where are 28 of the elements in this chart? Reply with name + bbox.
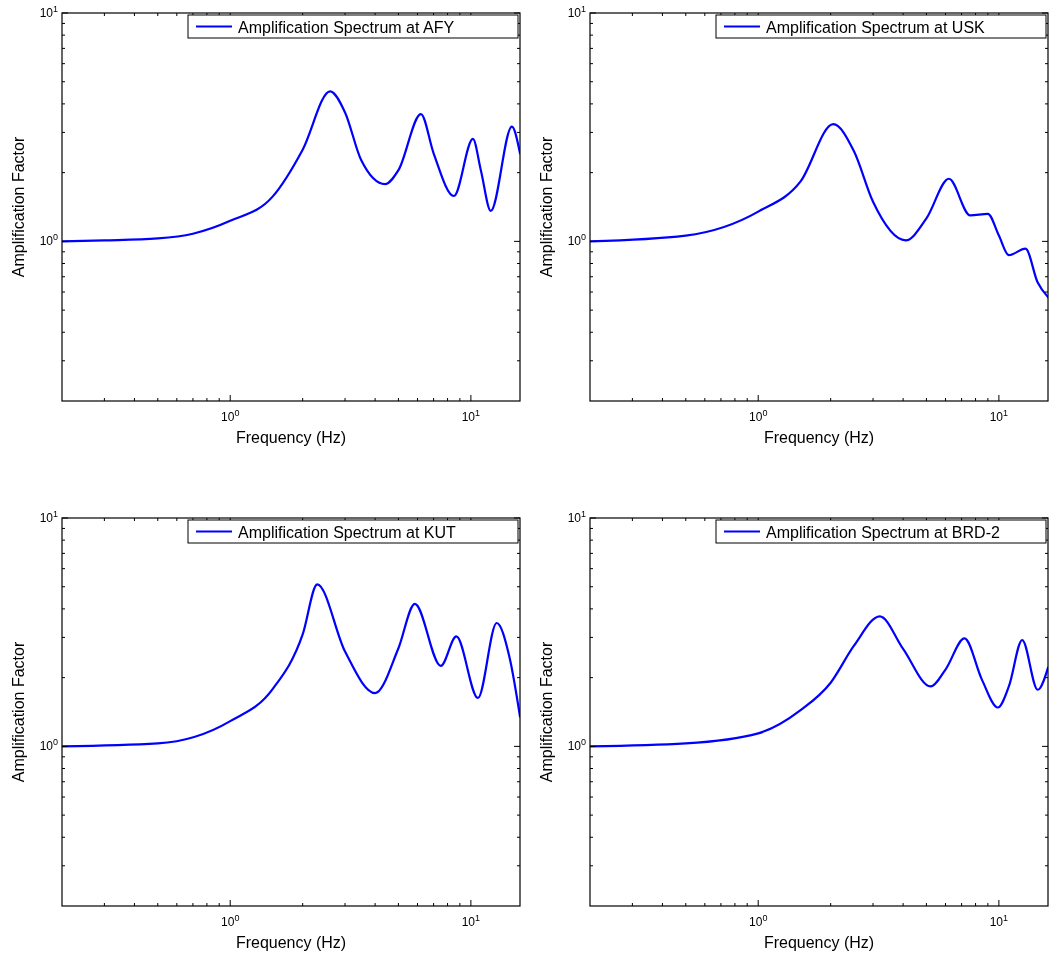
x-tick-label: 10$^{0}$ (749, 408, 768, 424)
x-tick-label: 10$^{0}$ (221, 408, 240, 424)
x-axis-title: Frequency (Hz) (763, 429, 875, 446)
x-axis-title: Frequency (Hz) (763, 934, 875, 951)
x-tick-label: 10$^{0}$ (221, 913, 240, 929)
y-axis-title: Amplification Factor (10, 136, 27, 278)
x-tick-label: 10$^{1}$ (461, 913, 481, 929)
legend-label: Amplification Spectrum at AFY (238, 18, 455, 36)
y-tick-label: 10$^{1}$ (39, 509, 58, 525)
y-tick-label: 10$^{0}$ (39, 737, 58, 754)
x-tick-label: 10$^{1}$ (989, 408, 1009, 424)
y-tick-label: 10$^{0}$ (567, 232, 586, 249)
x-axis-title: Frequency (Hz) (235, 429, 347, 446)
y-axis-title: Amplification Factor (538, 641, 555, 783)
y-axis-title: Amplification Factor (10, 641, 27, 783)
x-axis-title: Frequency (Hz) (235, 934, 347, 951)
y-tick-label: 10$^{0}$ (39, 232, 58, 249)
x-tick-label: 10$^{1}$ (461, 408, 481, 424)
y-tick-label: 10$^{1}$ (567, 509, 586, 525)
legend-label: Amplification Spectrum at KUT (238, 523, 457, 541)
legend-label: Amplification Spectrum at USK (766, 18, 986, 36)
y-tick-label: 10$^{1}$ (39, 4, 58, 20)
y-tick-label: 10$^{0}$ (567, 737, 586, 754)
y-tick-label: 10$^{1}$ (567, 4, 586, 20)
y-axis-title: Amplification Factor (538, 136, 555, 278)
legend-label: Amplification Spectrum at BRD-2 (766, 523, 1000, 541)
x-tick-label: 10$^{0}$ (749, 913, 768, 929)
x-tick-label: 10$^{1}$ (989, 913, 1009, 929)
